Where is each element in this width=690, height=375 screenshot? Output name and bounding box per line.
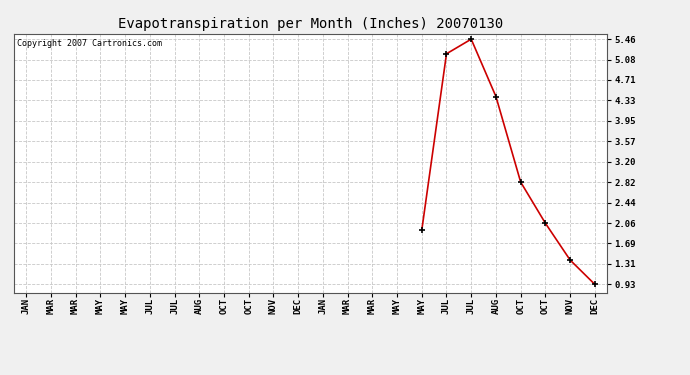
- Text: Copyright 2007 Cartronics.com: Copyright 2007 Cartronics.com: [17, 39, 161, 48]
- Title: Evapotranspiration per Month (Inches) 20070130: Evapotranspiration per Month (Inches) 20…: [118, 17, 503, 31]
